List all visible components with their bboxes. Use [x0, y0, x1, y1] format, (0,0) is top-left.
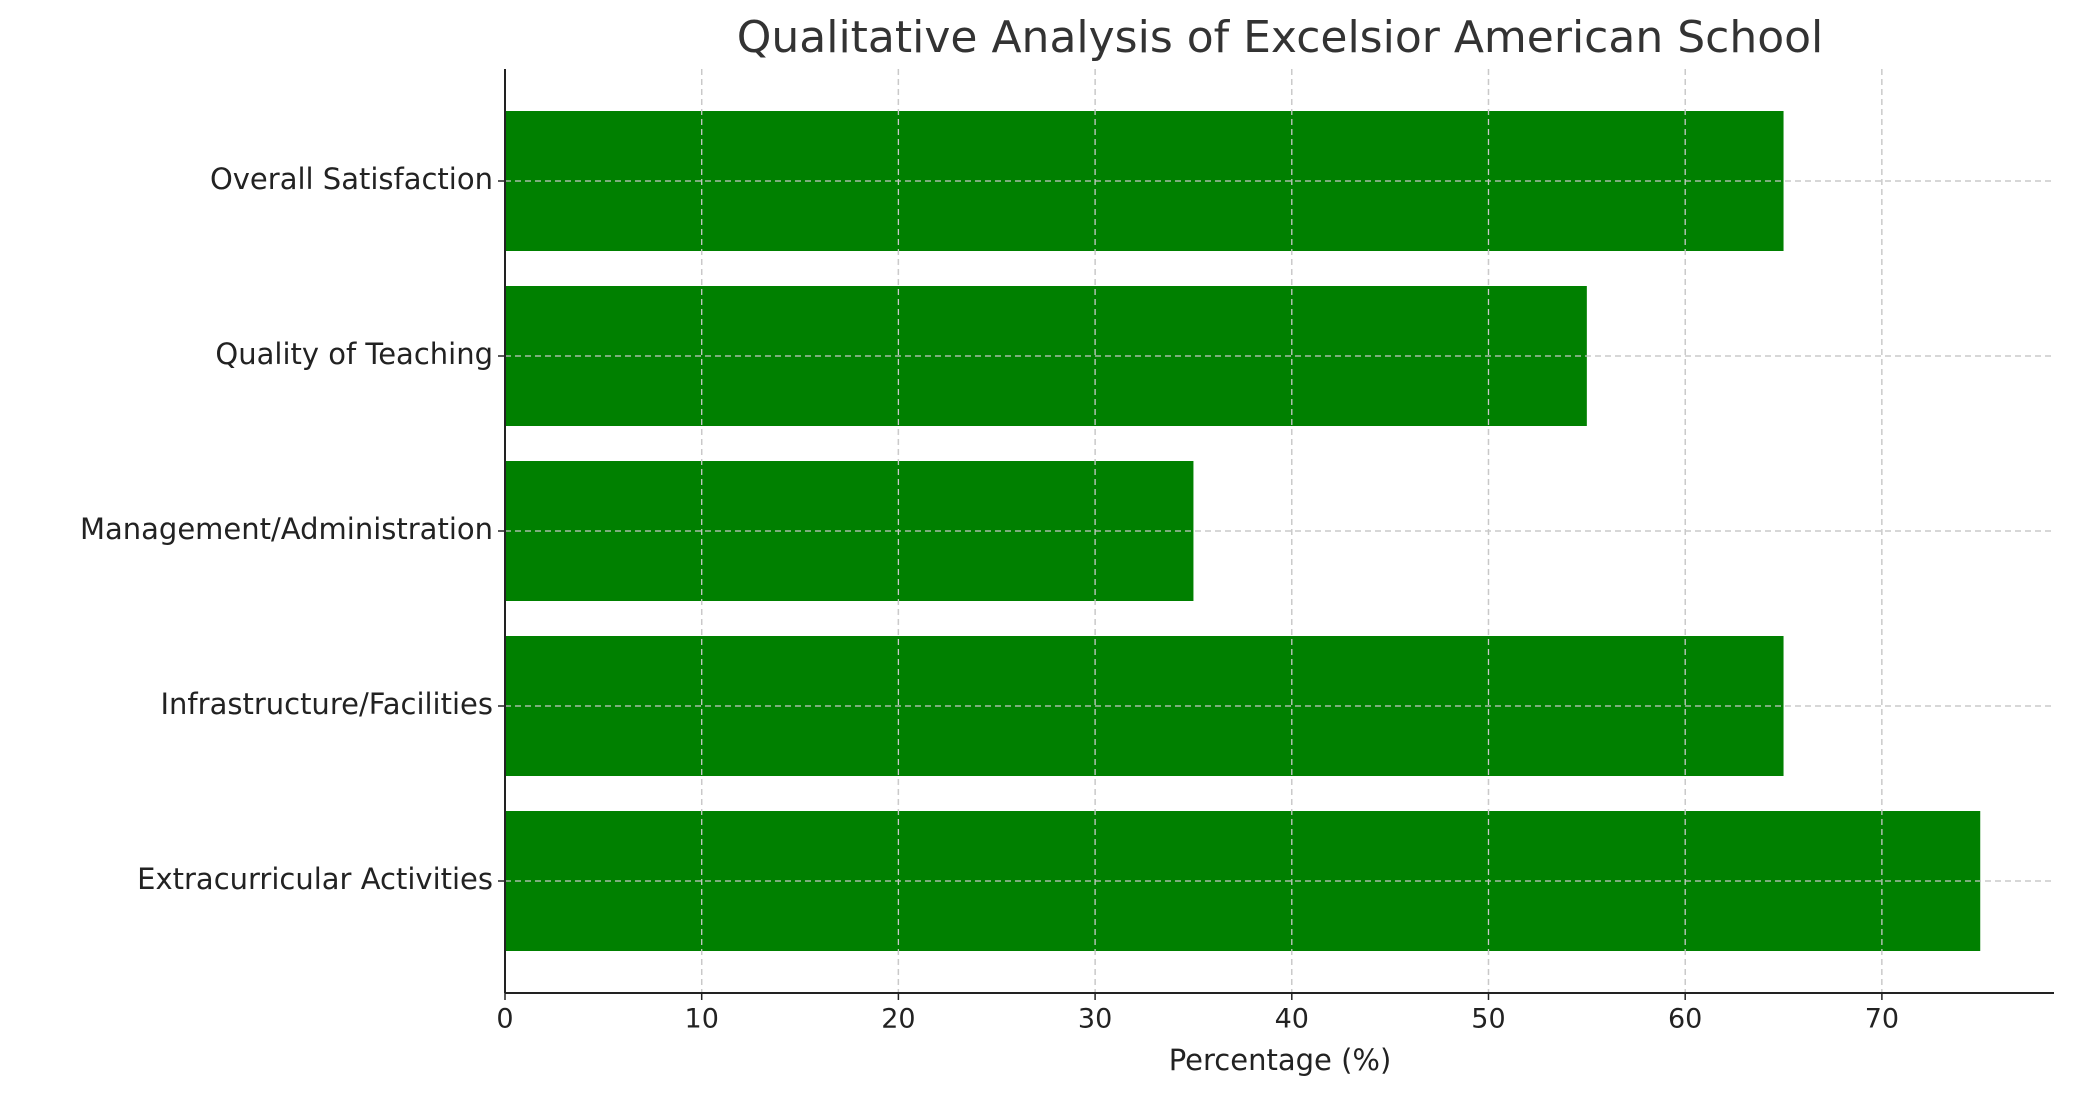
y-tick-label: Management/Administration — [80, 512, 493, 546]
x-tick-label: 50 — [1471, 1004, 1505, 1035]
y-tick-label: Overall Satisfaction — [210, 162, 493, 196]
x-tick-label: 60 — [1668, 1004, 1702, 1035]
x-axis-label: Percentage (%) — [1169, 1043, 1392, 1077]
y-tick-label: Infrastructure/Facilities — [161, 687, 494, 721]
y-tick-label: Quality of Teaching — [215, 337, 493, 371]
x-tick-label: 20 — [881, 1004, 915, 1035]
x-tick-label: 40 — [1275, 1004, 1309, 1035]
y-tick-label: Extracurricular Activities — [137, 862, 493, 896]
chart-title: Qualitative Analysis of Excelsior Americ… — [737, 12, 1824, 63]
x-tick-label: 70 — [1865, 1004, 1899, 1035]
x-tick-label: 10 — [685, 1004, 719, 1035]
x-tick-label: 30 — [1078, 1004, 1112, 1035]
x-tick-label: 0 — [496, 1004, 513, 1035]
